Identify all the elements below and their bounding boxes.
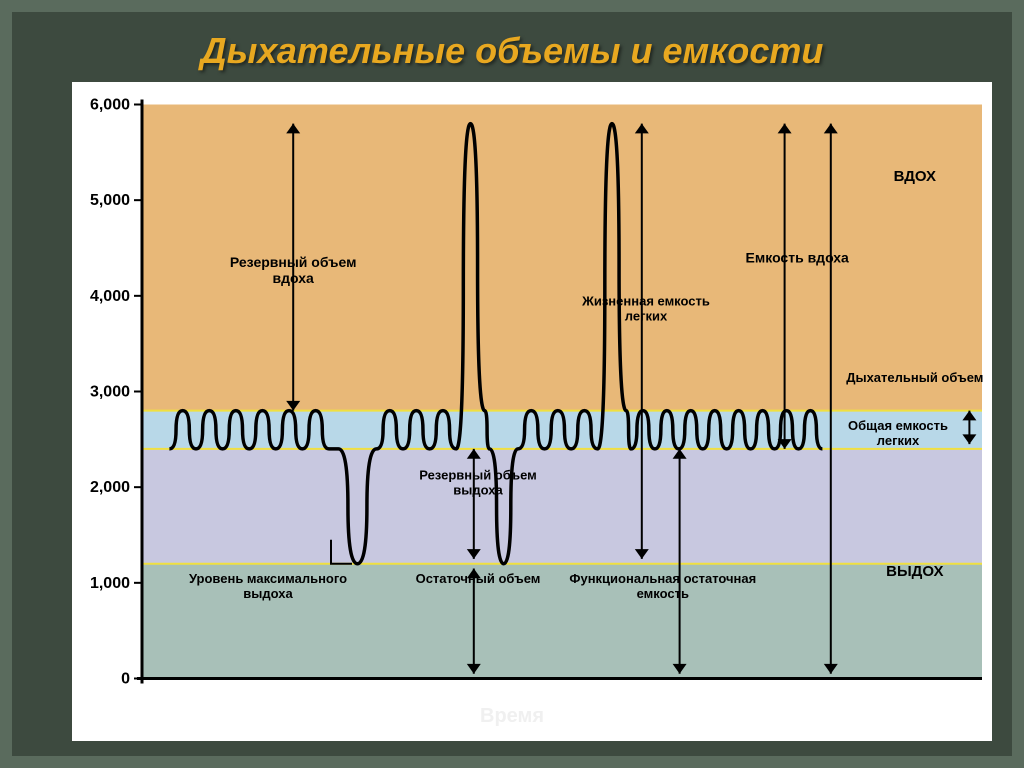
chart-label: ВЫДОХ: [886, 563, 943, 580]
y-tick-label: 0: [121, 671, 130, 688]
chart-label: Общая емкость: [848, 418, 948, 433]
spirogram-chart: 0 1,000 2,000 3,000 4,000 5,000 6,000 Резервный…: [72, 82, 992, 741]
chart-label: Резервный объем: [230, 254, 357, 270]
chart-label: Остаточный объем: [416, 571, 541, 586]
y-tick-label: 3,000: [90, 384, 130, 401]
chart-label: Резервный объем: [419, 468, 537, 483]
chart-label: легких: [877, 433, 920, 448]
chart-container: 0 1,000 2,000 3,000 4,000 5,000 6,000 Резервный…: [72, 82, 992, 741]
chart-label: Емкость вдоха: [746, 249, 850, 265]
chart-label: Жизненная емкость: [581, 293, 710, 308]
chart-label: Функциональная остаточная: [569, 571, 756, 586]
y-tick-label: 6,000: [90, 97, 130, 114]
chart-label: ВДОХ: [894, 168, 936, 185]
chart-label: выдоха: [453, 483, 503, 498]
exhale-reserve-zone: [142, 449, 982, 564]
chart-label: емкость: [637, 586, 689, 601]
chart-label: Дыхательный объем: [846, 370, 983, 385]
y-tick-label: 5,000: [90, 192, 130, 209]
y-tick-label: 2,000: [90, 479, 130, 496]
y-tick-label: 1,000: [90, 575, 130, 592]
slide-title: Дыхательные объемы и емкости: [12, 12, 1012, 82]
y-tick-label: 4,000: [90, 288, 130, 305]
chart-label: легких: [625, 308, 668, 323]
chart-label: вдоха: [273, 270, 314, 286]
chart-label: выдоха: [243, 586, 293, 601]
slide-root: Дыхательные объемы и емкости Объем легки…: [0, 0, 1024, 768]
chart-label: Уровень максимального: [189, 571, 347, 586]
x-axis-label: Время: [480, 705, 544, 728]
